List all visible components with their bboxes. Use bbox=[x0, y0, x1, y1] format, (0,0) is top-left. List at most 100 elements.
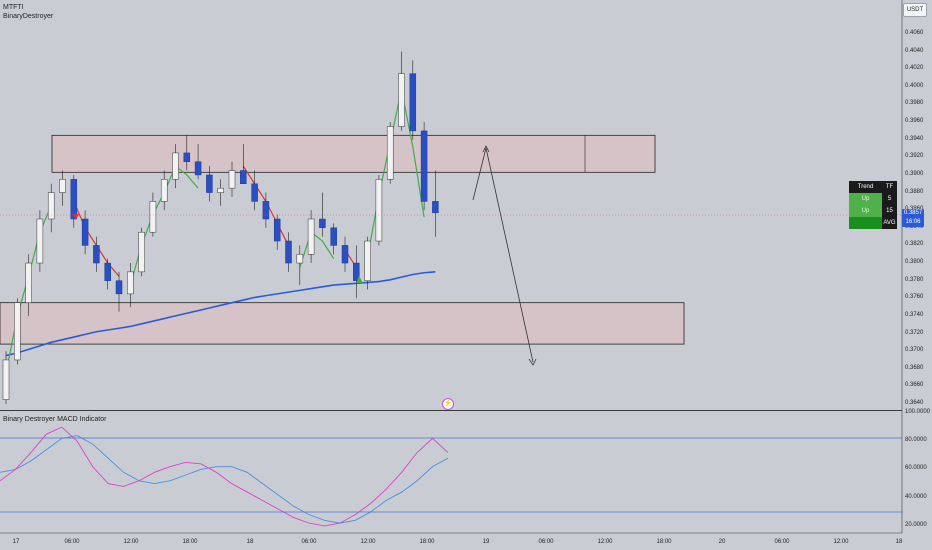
last-price-value: 0.3857 bbox=[903, 210, 923, 216]
time-tick-label: 06:00 bbox=[64, 539, 80, 545]
macd-title: Binary Destroyer MACD Indicator bbox=[3, 416, 107, 423]
time-tick-label: 19 bbox=[482, 539, 490, 545]
candle-body bbox=[36, 218, 44, 264]
macd-line bbox=[0, 426, 449, 527]
candle-body bbox=[93, 245, 100, 264]
candle-body bbox=[432, 201, 439, 214]
time-tick-label: 06:00 bbox=[538, 539, 554, 545]
price-tick-label: 0.3900 bbox=[905, 170, 924, 177]
candle-body bbox=[59, 179, 66, 193]
price-tick-label: 0.4040 bbox=[905, 47, 924, 54]
currency-button[interactable]: USDT bbox=[903, 3, 927, 17]
trend-value bbox=[849, 217, 882, 229]
macd-tick-label: 40.0000 bbox=[905, 493, 927, 500]
candle-body bbox=[307, 218, 315, 255]
price-tick-label: 0.3680 bbox=[905, 364, 924, 371]
price-tick-label: 0.4060 bbox=[905, 30, 924, 36]
candle-body bbox=[319, 218, 326, 229]
candle-body bbox=[81, 218, 89, 246]
macd-tick-label: 60.0000 bbox=[905, 465, 927, 472]
time-tick-label: 18:00 bbox=[419, 539, 435, 545]
tradingview-logo-icon[interactable]: ⚡ bbox=[442, 398, 454, 410]
candle-body bbox=[70, 179, 78, 220]
ema-long-line bbox=[5, 271, 436, 357]
trend-table: Trend TF Up 5 Up 15 AVG bbox=[849, 181, 897, 229]
price-tick-label: 0.3720 bbox=[905, 329, 924, 336]
price-tick-label: 0.3940 bbox=[905, 135, 924, 142]
price-tick-label: 0.3640 bbox=[905, 400, 924, 406]
time-tick-label: 18:00 bbox=[656, 539, 672, 545]
candle-body bbox=[375, 179, 383, 242]
time-tick-label: 12:00 bbox=[833, 539, 849, 545]
candle-body bbox=[386, 126, 394, 180]
time-tick-label: 06:00 bbox=[774, 539, 790, 545]
candle-body bbox=[262, 201, 270, 220]
candle-body bbox=[172, 152, 179, 180]
price-tick-label: 0.3800 bbox=[905, 259, 924, 266]
time-tick-label: 17 bbox=[12, 539, 20, 545]
tf-header-label: TF bbox=[882, 181, 897, 193]
arrow-up-icon bbox=[482, 145, 490, 153]
trend-value: Up bbox=[849, 205, 882, 217]
candle-body bbox=[409, 73, 417, 132]
candle-body bbox=[251, 183, 258, 202]
trend-table-header: Trend TF bbox=[849, 181, 897, 193]
price-tick-label: 0.3880 bbox=[905, 188, 924, 195]
tf-value: 5 bbox=[882, 193, 897, 205]
arrow-down-icon bbox=[528, 358, 537, 366]
last-price-tag: 0.3857 16:06 bbox=[902, 209, 924, 227]
trend-row: Up 5 bbox=[849, 193, 897, 205]
candle-body bbox=[228, 170, 236, 189]
candle-body bbox=[296, 253, 304, 264]
price-tick-label: 0.3780 bbox=[905, 276, 924, 283]
bar-countdown: 16:06 bbox=[905, 219, 921, 225]
price-tick-label: 0.3960 bbox=[905, 118, 924, 125]
candle-body bbox=[273, 218, 281, 242]
ema-line bbox=[5, 271, 436, 357]
time-tick-label: 18 bbox=[246, 539, 254, 545]
candle-body bbox=[364, 240, 371, 281]
buy-signal-icon bbox=[356, 276, 363, 283]
time-tick-label: 12:00 bbox=[123, 539, 139, 545]
price-tick-label: 0.3920 bbox=[905, 153, 924, 160]
macd-tick-label: 80.0000 bbox=[905, 437, 927, 444]
macd-plot bbox=[0, 426, 449, 527]
time-tick-label: 12:00 bbox=[597, 539, 613, 545]
price-tick-label: 0.3700 bbox=[905, 347, 924, 354]
zone-box bbox=[51, 134, 656, 173]
candle-body bbox=[104, 262, 111, 281]
symbol-title: MTFTI bbox=[3, 4, 24, 11]
time-tick-label: 18 bbox=[895, 539, 903, 545]
projection-arrow bbox=[472, 147, 534, 363]
price-tick-label: 0.4000 bbox=[905, 82, 924, 89]
trend-header-label: Trend bbox=[849, 181, 882, 193]
candle-body bbox=[115, 280, 123, 295]
candle-body bbox=[47, 192, 55, 220]
price-tick-label: 0.3740 bbox=[905, 311, 924, 318]
candle-body bbox=[353, 262, 360, 281]
candle-body bbox=[183, 152, 191, 162]
trail-up-line bbox=[299, 231, 335, 268]
signal-line bbox=[0, 435, 449, 524]
time-tick-label: 06:00 bbox=[301, 539, 317, 545]
price-tick-label: 0.3980 bbox=[905, 100, 924, 107]
price-tick-label: 0.3660 bbox=[905, 382, 924, 389]
tf-value: 15 bbox=[882, 205, 897, 217]
trend-row: AVG bbox=[849, 217, 897, 229]
trend-row: Up 15 bbox=[849, 205, 897, 217]
time-tick-label: 12:00 bbox=[360, 539, 376, 545]
candle-body bbox=[138, 231, 145, 273]
candle-body bbox=[341, 245, 349, 264]
pane-separator[interactable] bbox=[0, 410, 902, 411]
macd-tick-label: 100.0000 bbox=[905, 409, 931, 415]
zone-box bbox=[0, 302, 685, 345]
candle-body bbox=[149, 201, 157, 233]
candle-body bbox=[285, 240, 292, 264]
supply-demand-zones bbox=[0, 134, 685, 345]
sell-signal-icon bbox=[73, 214, 79, 220]
indicator-title: BinaryDestroyer bbox=[3, 13, 54, 20]
candle-body bbox=[25, 262, 32, 303]
candle-body bbox=[127, 271, 134, 295]
candle-body bbox=[194, 161, 202, 176]
